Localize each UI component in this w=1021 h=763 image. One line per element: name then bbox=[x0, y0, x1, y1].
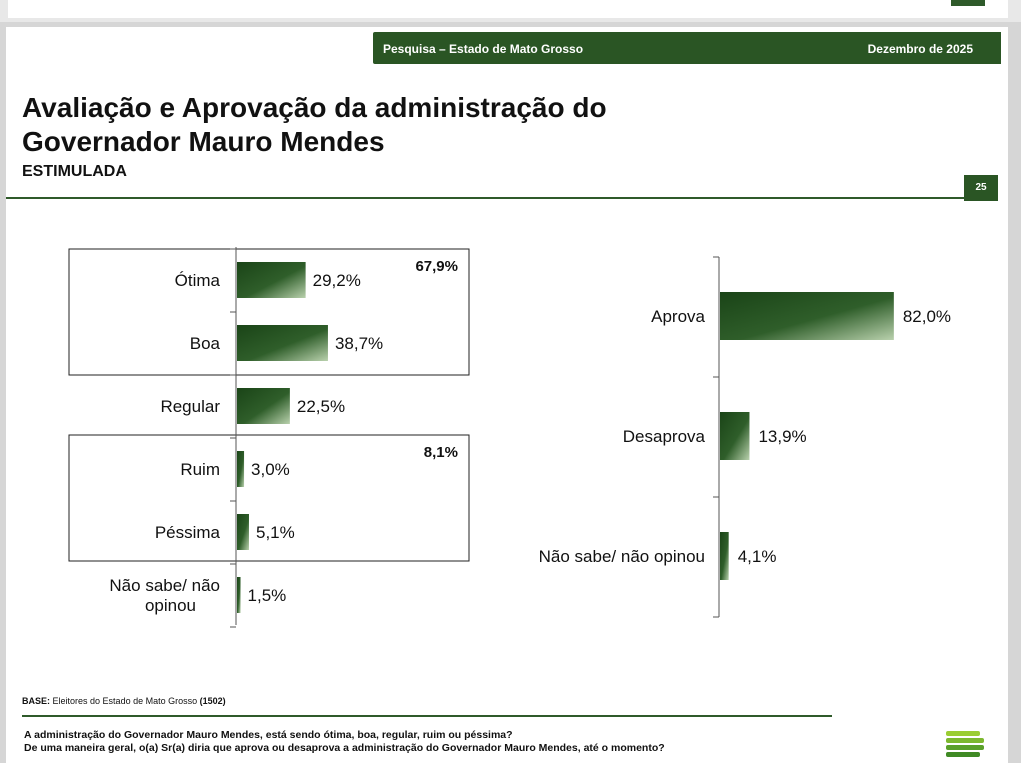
footer-divider bbox=[22, 715, 832, 717]
base-note: BASE: Eleitores do Estado de Mato Grosso… bbox=[22, 696, 226, 706]
bar-2 bbox=[237, 388, 290, 424]
slide-subtitle: ESTIMULADA bbox=[22, 163, 127, 180]
institute-logo-icon bbox=[946, 731, 984, 757]
title-line-1: Avaliação e Aprovação da administração d… bbox=[22, 92, 607, 123]
category-label: Ruim bbox=[180, 460, 220, 479]
bar-value-label: 5,1% bbox=[256, 523, 295, 542]
bar-3 bbox=[237, 451, 245, 487]
approval-value-label: 13,9% bbox=[758, 427, 806, 446]
survey-name: Pesquisa – Estado de Mato Grosso bbox=[383, 42, 584, 56]
approval-bar-2 bbox=[720, 532, 729, 580]
bar-value-label: 3,0% bbox=[251, 460, 290, 479]
category-label: Ótima bbox=[175, 271, 221, 290]
title-line-2: Governador Mauro Mendes bbox=[22, 126, 385, 157]
approval-category-label: Desaprova bbox=[623, 427, 706, 446]
approval-category-label: Não sabe/ não opinou bbox=[539, 547, 705, 566]
group-box-positive bbox=[68, 248, 470, 376]
approval-value-label: 4,1% bbox=[738, 547, 777, 566]
group-total-positive: 67,9% bbox=[415, 258, 458, 275]
previous-slide-logo-mark bbox=[951, 0, 985, 6]
question-2: De uma maneira geral, o(a) Sr(a) diria q… bbox=[24, 742, 665, 754]
bar-value-label: 38,7% bbox=[335, 334, 383, 353]
category-label: Péssima bbox=[155, 523, 221, 542]
category-label: opinou bbox=[145, 596, 196, 615]
slide-title: Avaliação e Aprovação da administração d… bbox=[22, 91, 607, 159]
header-banner: Pesquisa – Estado de Mato Grosso Dezembr… bbox=[373, 32, 1001, 64]
page-number: 25 bbox=[964, 175, 998, 201]
previous-slide-edge bbox=[8, 0, 1008, 18]
group-total-negative: 8,1% bbox=[424, 444, 458, 461]
survey-date: Dezembro de 2025 bbox=[867, 42, 973, 56]
category-label: Não sabe/ não bbox=[109, 576, 220, 595]
previous-slide-strip bbox=[0, 0, 1021, 22]
question-1: A administração do Governador Mauro Mend… bbox=[24, 729, 513, 741]
approval-bar-1 bbox=[720, 412, 750, 460]
bar-value-label: 29,2% bbox=[313, 271, 361, 290]
bar-4 bbox=[237, 514, 249, 550]
approval-category-label: Aprova bbox=[651, 307, 705, 326]
bar-0 bbox=[237, 262, 306, 298]
bar-5 bbox=[237, 577, 241, 613]
base-text: Eleitores do Estado de Mato Grosso bbox=[52, 696, 198, 706]
category-label: Boa bbox=[190, 334, 221, 353]
title-divider bbox=[6, 197, 964, 199]
approval-value-label: 82,0% bbox=[903, 307, 951, 326]
group-box-negative bbox=[68, 434, 470, 562]
approval-bar-0 bbox=[720, 292, 894, 340]
bar-1 bbox=[237, 325, 328, 361]
bar-value-label: 22,5% bbox=[297, 397, 345, 416]
base-label: BASE: bbox=[22, 696, 51, 706]
category-label: Regular bbox=[160, 397, 220, 416]
slide: Pesquisa – Estado de Mato Grosso Dezembr… bbox=[6, 27, 1008, 763]
charts-canvas: 29,2% Ótima 38,7% Boa 22,5% Regular 3,0% Ruim 5,… bbox=[68, 247, 951, 628]
base-count: (1502) bbox=[199, 696, 226, 706]
bar-value-label: 1,5% bbox=[248, 586, 287, 605]
